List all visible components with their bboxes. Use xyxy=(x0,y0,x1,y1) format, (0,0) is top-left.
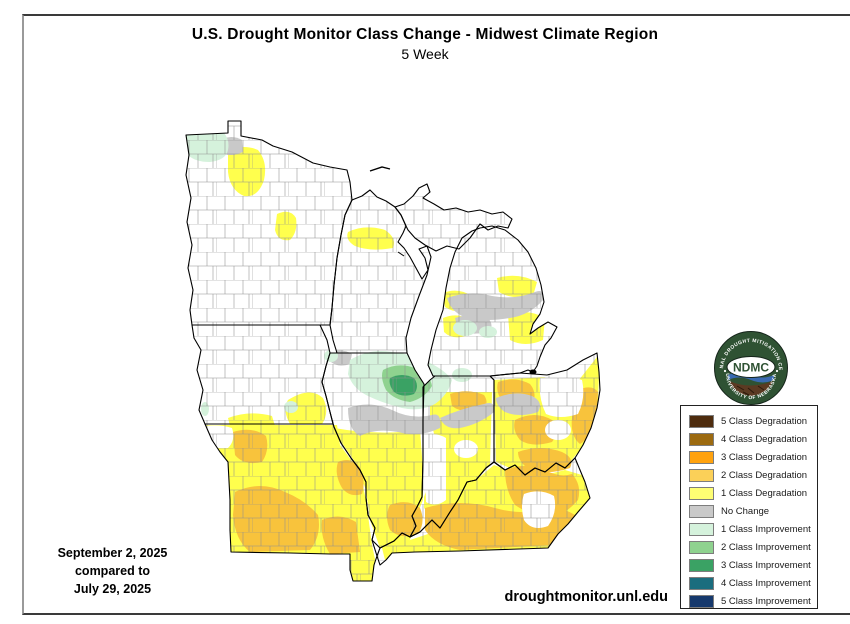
date-caption: September 2, 2025 compared to July 29, 2… xyxy=(30,544,195,598)
site-url: droughtmonitor.unl.edu xyxy=(504,589,668,605)
legend-label: 3 Class Degradation xyxy=(721,451,808,463)
legend-item: 4 Class Degradation xyxy=(689,430,817,448)
legend-label: No Change xyxy=(721,505,770,517)
legend-label: 2 Class Improvement xyxy=(721,541,811,553)
legend-item: 1 Class Degradation xyxy=(689,484,817,502)
lake-islands xyxy=(369,166,537,375)
legend-swatch-imp5 xyxy=(689,594,714,608)
legend-label: 4 Class Improvement xyxy=(721,577,811,589)
legend-label: 5 Class Degradation xyxy=(721,415,808,427)
ndmc-logo: NDMC NATIONAL DROUGHT MITIGATION CENTER … xyxy=(713,330,788,405)
legend-item: 2 Class Improvement xyxy=(689,538,817,556)
date-line-1: September 2, 2025 xyxy=(57,546,168,560)
legend-label: 5 Class Improvement xyxy=(721,595,811,607)
logo-acronym: NDMC xyxy=(733,361,769,375)
logo-oval xyxy=(726,356,776,378)
legend-swatch-deg4 xyxy=(689,432,714,446)
legend-item: 5 Class Improvement xyxy=(689,592,817,610)
county-grid xyxy=(186,121,600,581)
legend-item: 3 Class Improvement xyxy=(689,556,817,574)
lake-st-clair xyxy=(529,369,537,375)
legend-label: 1 Class Degradation xyxy=(721,487,808,499)
legend-item: No Change xyxy=(689,502,817,520)
legend-swatch-imp1 xyxy=(689,522,714,536)
page-frame xyxy=(22,14,850,615)
legend-label: 4 Class Degradation xyxy=(721,433,808,445)
logo-cracked-earth xyxy=(729,381,773,396)
legend-swatch-nochange xyxy=(689,504,714,518)
legend-item: 4 Class Improvement xyxy=(689,574,817,592)
legend-label: 3 Class Improvement xyxy=(721,559,811,571)
legend-swatch-imp2 xyxy=(689,540,714,554)
legend-swatch-deg2 xyxy=(689,468,714,482)
legend-swatch-imp3 xyxy=(689,558,714,572)
legend-swatch-imp4 xyxy=(689,576,714,590)
legend-swatch-deg5 xyxy=(689,414,714,428)
page-subtitle: 5 Week xyxy=(401,46,449,62)
legend-item: 5 Class Degradation xyxy=(689,412,817,430)
legend-swatch-deg3 xyxy=(689,450,714,464)
page-title: U.S. Drought Monitor Class Change - Midw… xyxy=(191,26,659,43)
date-line-3: July 29, 2025 xyxy=(73,582,152,596)
legend-item: 3 Class Degradation xyxy=(689,448,817,466)
legend-box: 5 Class Degradation 4 Class Degradation 3 … xyxy=(680,405,818,609)
date-line-2: compared to xyxy=(74,564,150,578)
legend-label: 2 Class Degradation xyxy=(721,469,808,481)
legend-item: 1 Class Improvement xyxy=(689,520,817,538)
legend-item: 2 Class Degradation xyxy=(689,466,817,484)
legend-label: 1 Class Improvement xyxy=(721,523,811,535)
legend-swatch-deg1 xyxy=(689,486,714,500)
